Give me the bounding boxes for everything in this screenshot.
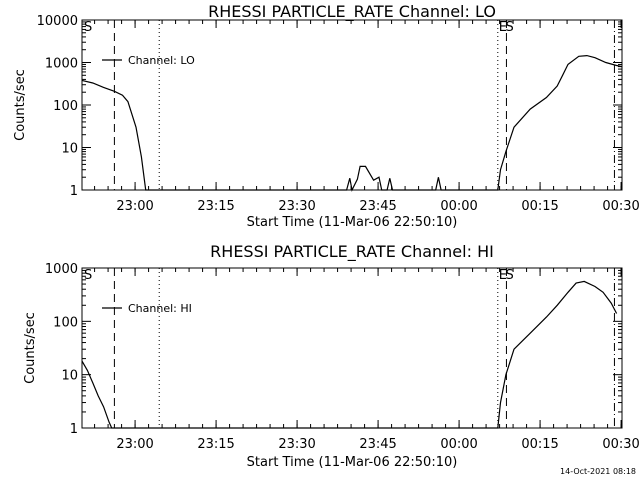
panel2-x-tick-label: 23:00 [116,437,153,452]
panel1-y-axis-label: Counts/sec [13,69,28,141]
panel1-x-tick-label: 23:45 [359,199,396,214]
panel1-event-label: E [499,20,507,35]
panel2-y-tick-label: 1 [70,422,78,437]
panel1-y-tick-label: 100 [53,99,78,114]
panel1-y-tick-label: 10 [61,142,78,157]
panel1-frame [81,19,623,191]
panel2-x-tick-label: 00:00 [440,437,477,452]
panel1-legend-label: Channel: LO [128,54,195,67]
panel1-x-tick-label: 00:30 [602,199,639,214]
panel2-x-tick-label: 23:45 [359,437,396,452]
panel2-x-tick-label: 00:15 [521,437,558,452]
panel1-x-tick-label: 23:15 [197,199,234,214]
panel1-title: RHESSI PARTICLE_RATE Channel: LO [208,2,496,22]
panel1-series-line [81,54,623,192]
panel1-y-tick-label: 1000 [45,57,78,72]
panel2-y-tick-label: 10 [61,369,78,384]
panel2-legend-label: Channel: HI [128,302,192,315]
panel1-event-label: S [505,20,513,35]
panel2-event-label: S [84,268,92,283]
panel1-x-tick-label: 23:00 [116,199,153,214]
panel2-event-label: S [505,268,513,283]
panel2-x-tick-label: 23:30 [278,437,315,452]
panel1-y-tick-label: 1 [70,184,78,199]
panel1-x-tick-label: 00:15 [521,199,558,214]
panel1-y-tick-label: 10000 [37,14,78,29]
panel2-frame [81,267,623,429]
panel2-x-tick-label: 23:15 [197,437,234,452]
panel2-y-axis-label: Counts/sec [23,312,38,384]
panel1-x-tick-label: 23:30 [278,199,315,214]
timestamp-label: 14-Oct-2021 08:18 [560,467,636,476]
panel2-y-tick-label: 100 [53,315,78,330]
panel2-x-axis-label: Start Time (11-Mar-06 22:50:10) [247,455,458,470]
panel2-series-line [81,280,618,429]
panel2-x-tick-label: 00:30 [602,437,639,452]
panel2-event-label: E [499,268,507,283]
panel2-y-tick-label: 1000 [45,262,78,277]
panel1-event-label: S [84,20,92,35]
panel2-title: RHESSI PARTICLE_RATE Channel: HI [210,242,494,262]
panel1-x-tick-label: 00:00 [440,199,477,214]
panel1-x-axis-label: Start Time (11-Mar-06 22:50:10) [247,215,458,230]
